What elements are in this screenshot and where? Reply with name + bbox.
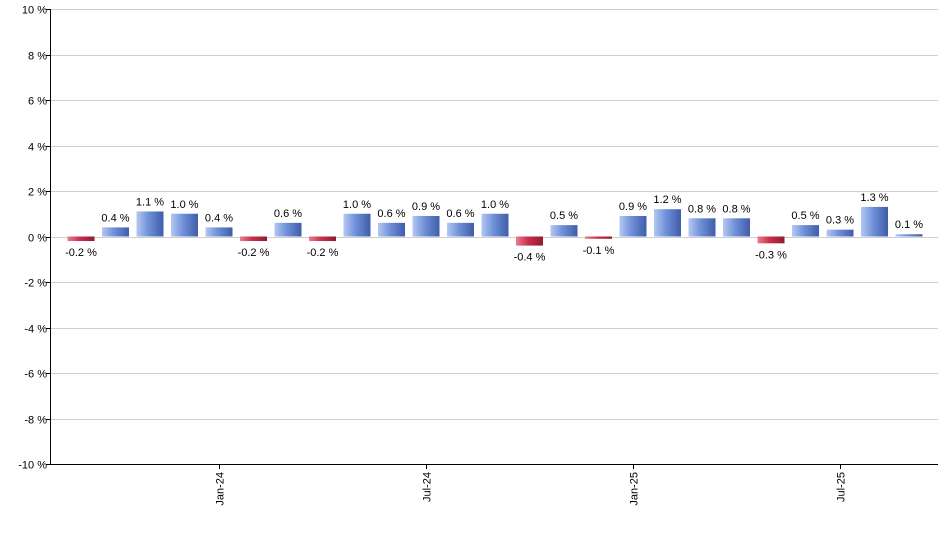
data-label: 0.6 % <box>377 208 405 220</box>
data-label: -0.2 % <box>307 247 339 259</box>
data-label: 1.2 % <box>653 194 681 206</box>
data-labels: -0.2 % 0.4 % 1.1 % 1.0 % 0.4 % -0.2 % 0.6 % -0.… <box>65 192 923 264</box>
y-tick-label: 2 % <box>28 187 47 199</box>
y-tick-label: -6 % <box>24 369 47 381</box>
bar <box>378 222 405 237</box>
axes <box>50 9 938 465</box>
data-label: 0.1 % <box>895 219 923 231</box>
data-label: -0.2 % <box>238 247 270 259</box>
bar <box>619 216 647 237</box>
data-label: 1.0 % <box>481 199 509 211</box>
y-tick-label: -4 % <box>24 324 47 336</box>
y-tick-label: -10 % <box>18 460 47 472</box>
data-label: 0.5 % <box>550 210 578 222</box>
bar <box>343 213 371 237</box>
bar <box>67 236 95 242</box>
bar <box>447 222 474 237</box>
bar <box>412 216 440 237</box>
bar <box>550 225 578 237</box>
data-label: 0.6 % <box>446 208 474 220</box>
bar <box>792 225 819 237</box>
data-label: -0.2 % <box>65 247 97 259</box>
bar <box>136 211 164 237</box>
bar <box>723 218 750 237</box>
bar <box>826 229 854 237</box>
bar <box>205 227 233 237</box>
x-tick-label: Jul-25 <box>836 472 848 502</box>
data-label: 0.4 % <box>205 212 233 224</box>
data-label: 0.8 % <box>688 203 716 215</box>
bar <box>171 213 198 237</box>
bar <box>654 209 681 237</box>
x-tick-label: Jan-25 <box>629 472 641 506</box>
data-label: -0.4 % <box>514 252 546 264</box>
gridlines <box>50 9 938 465</box>
data-label: 1.0 % <box>170 199 198 211</box>
bar <box>309 236 336 242</box>
bar <box>688 218 716 237</box>
bar <box>274 222 302 237</box>
data-label: 0.5 % <box>791 210 819 222</box>
bars <box>67 206 923 246</box>
y-tick-label: 6 % <box>28 96 47 108</box>
y-tick-label: 8 % <box>28 51 47 63</box>
data-label: 0.3 % <box>826 215 854 227</box>
data-label: 0.6 % <box>274 208 302 220</box>
data-label: 0.9 % <box>412 201 440 213</box>
y-tick-label: 4 % <box>28 142 47 154</box>
bar <box>516 236 543 246</box>
data-label: -0.1 % <box>583 245 615 257</box>
bar <box>585 236 612 239</box>
y-tick-label: -2 % <box>24 278 47 290</box>
bar <box>757 236 785 244</box>
x-axis-ticks: Jan-24 Jul-24 Jan-25 Jul-25 <box>215 464 848 506</box>
y-tick-label: 10 % <box>22 5 47 17</box>
x-tick-label: Jul-24 <box>422 472 434 502</box>
bar <box>240 236 267 242</box>
bar <box>895 234 923 237</box>
y-axis-ticks: 10 % 8 % 6 % 4 % 2 % 0 % -2 % -4 % -6 % -8 % -10 % <box>18 5 50 472</box>
data-label: 1.3 % <box>860 192 888 204</box>
data-label: 0.9 % <box>619 201 647 213</box>
data-label: 1.0 % <box>343 199 371 211</box>
bar <box>102 227 129 237</box>
y-tick-label: 0 % <box>28 233 47 245</box>
bar <box>481 213 509 237</box>
y-tick-label: -8 % <box>24 415 47 427</box>
data-label: 0.8 % <box>722 203 750 215</box>
data-label: -0.3 % <box>755 249 787 261</box>
data-label: 0.4 % <box>101 212 129 224</box>
bar <box>861 206 888 237</box>
data-label: 1.1 % <box>136 196 164 208</box>
x-tick-label: Jan-24 <box>215 472 227 506</box>
